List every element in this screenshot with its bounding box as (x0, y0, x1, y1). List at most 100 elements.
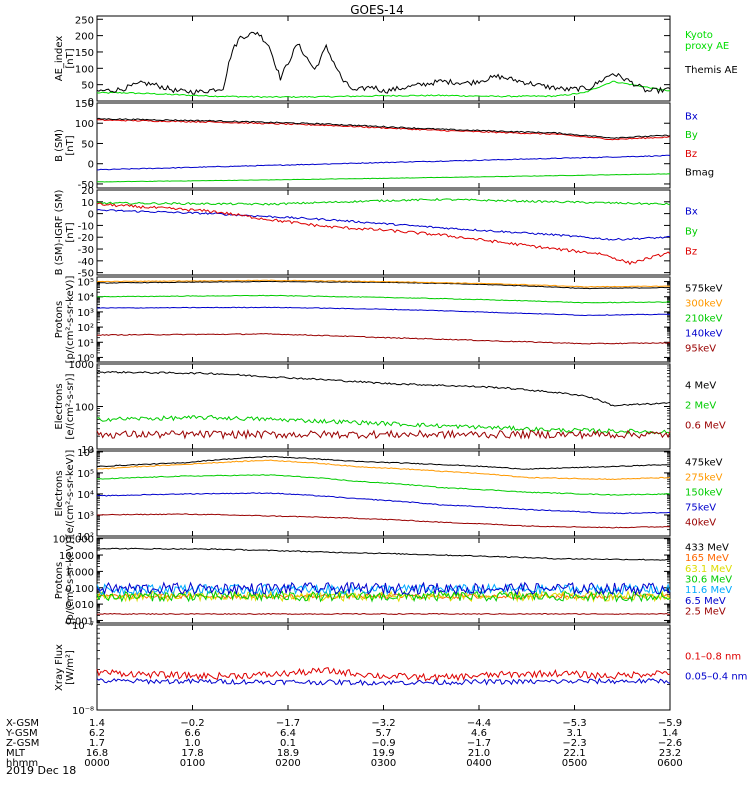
y-tick-label: 10⁵ (77, 469, 94, 480)
y-tick-label: 50 (81, 139, 94, 150)
y-tick-label: -20 (78, 233, 94, 244)
y-axis-label: [nT] (65, 222, 76, 242)
legend-label: 150keV (685, 488, 723, 499)
legend-label: 140keV (685, 329, 723, 340)
footer-value: 1.7 (89, 738, 105, 749)
footer-value: 6.2 (89, 728, 105, 739)
panel-5: 10 100 1000 Electrons [e/(cm²-s-sr)] 4 MeV 2 M… (54, 360, 726, 456)
series-line-bmag (96, 117, 671, 139)
series-line-40kev (97, 513, 671, 529)
y-axis-label: Xray Flux (54, 644, 65, 691)
y-tick-label: -50 (78, 269, 94, 280)
footer-value: 18.9 (277, 748, 299, 759)
panel-frame (96, 363, 671, 450)
y-tick-label: -10 (78, 221, 94, 232)
footer-value: 0600 (657, 758, 682, 769)
legend-label: 95keV (685, 344, 716, 355)
footer-value: 0000 (84, 758, 109, 769)
y-tick-label: 0.010 (65, 600, 94, 611)
y-axis-label: [e/(cm²-s-sr-keV)] (65, 450, 76, 538)
legend-label: 433 MeV (685, 542, 729, 553)
y-tick-label: 0 (88, 97, 94, 108)
legend-label: proxy AE (685, 41, 729, 52)
legend-label: 40keV (685, 518, 716, 529)
series-line-210kev (96, 294, 671, 304)
y-tick-label: 10⁰ (77, 353, 94, 364)
panel-4: 10⁰ 10¹ 10² 10³ 10⁴ 10⁵ Protons [p/(cm²-s-sr-ke… (54, 276, 723, 365)
series-line-bx (96, 208, 671, 241)
legend-label: 2 MeV (685, 401, 716, 412)
legend-label: 4 MeV (685, 381, 716, 392)
y-tick-label: 150 (75, 99, 94, 110)
footer-value: −0.2 (180, 718, 204, 729)
legend-label: 63.1 MeV (685, 564, 732, 575)
y-tick-label: 0.100 (65, 584, 94, 595)
legend-label: 275keV (685, 473, 723, 484)
y-tick-label: 0 (88, 160, 94, 171)
panel-8: 10⁻⁸ 10⁻⁷ Xray Flux [W/m²] 0.1–0.8 nm 0.05–0.… (54, 621, 747, 717)
footer-value: 6.6 (185, 728, 201, 739)
series-line-by (97, 173, 671, 183)
footer-value: 3.1 (567, 728, 583, 739)
y-axis-label: Electrons (54, 383, 65, 429)
legend-label: 165 MeV (685, 553, 729, 564)
legend-label: 75keV (685, 503, 716, 514)
y-tick-label: 100.000 (53, 535, 94, 546)
legend-label: Bz (685, 149, 697, 160)
footer-value: −2.3 (562, 738, 586, 749)
footer-value: −2.6 (658, 738, 682, 749)
series-line-0-1-0-8-nm (96, 667, 671, 683)
footer-row-label: hhmm (6, 758, 38, 769)
y-tick-label: 10⁴ (77, 293, 94, 304)
y-tick-label: 150 (75, 48, 94, 59)
panel-frame (96, 450, 671, 537)
series-line-140kev (96, 306, 671, 316)
legend-label: 210keV (685, 314, 723, 325)
footer-row-label: Y-GSM (5, 728, 38, 739)
legend-label: 6.5 MeV (685, 596, 726, 607)
series-line-150kev (96, 474, 671, 496)
y-tick-label: 10⁻⁸ (72, 706, 94, 717)
y-axis-label: AE_index (54, 36, 65, 82)
y-tick-label: -50 (78, 180, 94, 191)
y-tick-label: 200 (75, 32, 94, 43)
legend-label: 300keV (685, 299, 723, 310)
y-axis-label: [W/m²] (65, 650, 76, 685)
y-tick-label: 20 (81, 186, 94, 197)
y-tick-label: -30 (78, 245, 94, 256)
y-axis-label: [nT] (65, 135, 76, 155)
y-tick-label: 10³ (77, 511, 94, 522)
y-tick-label: 10⁶ (77, 448, 94, 459)
series-line-275kev (96, 459, 671, 481)
series-line-95kev (96, 333, 671, 345)
y-tick-label: 10² (77, 532, 94, 543)
series-line-433-mev (96, 547, 671, 561)
panel-6: 10² 10³ 10⁴ 10⁵ 10⁶ Electrons [e/(cm²-s-sr-keV… (54, 448, 723, 543)
y-tick-label: -40 (78, 257, 94, 268)
series-line-bz (96, 202, 671, 266)
footer-row-label: Z-GSM (6, 738, 39, 749)
y-tick-label: 50 (81, 81, 94, 92)
legend-label: 0.05–0.4 nm (685, 672, 747, 683)
y-tick-label: 0.001 (65, 616, 94, 627)
footer-value: 21.0 (468, 748, 490, 759)
series-line-0-05-0-4-nm (96, 677, 671, 687)
legend-label: Bx (685, 111, 698, 122)
legend-label: By (685, 227, 698, 238)
y-axis-label: Electrons (54, 470, 65, 516)
y-tick-label: 10² (77, 323, 94, 334)
legend-label: 0.1–0.8 nm (685, 652, 741, 663)
y-tick-label: 10 (81, 445, 94, 456)
legend-label: Bmag (685, 168, 714, 179)
panel-frame (96, 537, 671, 624)
legend-label: 30.6 MeV (685, 575, 732, 586)
footer-value: −1.7 (276, 718, 300, 729)
series-line-0-6-mev (96, 428, 671, 440)
footer-value: 0400 (466, 758, 491, 769)
time-axis-footer: X-GSM 1.4 −0.2 −1.7 −3.2 −4.4 −5.3 −5.9 Y-GSM 6.2… (5, 718, 683, 769)
footer-value: −3.2 (371, 718, 395, 729)
legend-label: 575keV (685, 284, 723, 295)
y-tick-label: 100 (75, 64, 94, 75)
series-line-bz (96, 119, 671, 141)
